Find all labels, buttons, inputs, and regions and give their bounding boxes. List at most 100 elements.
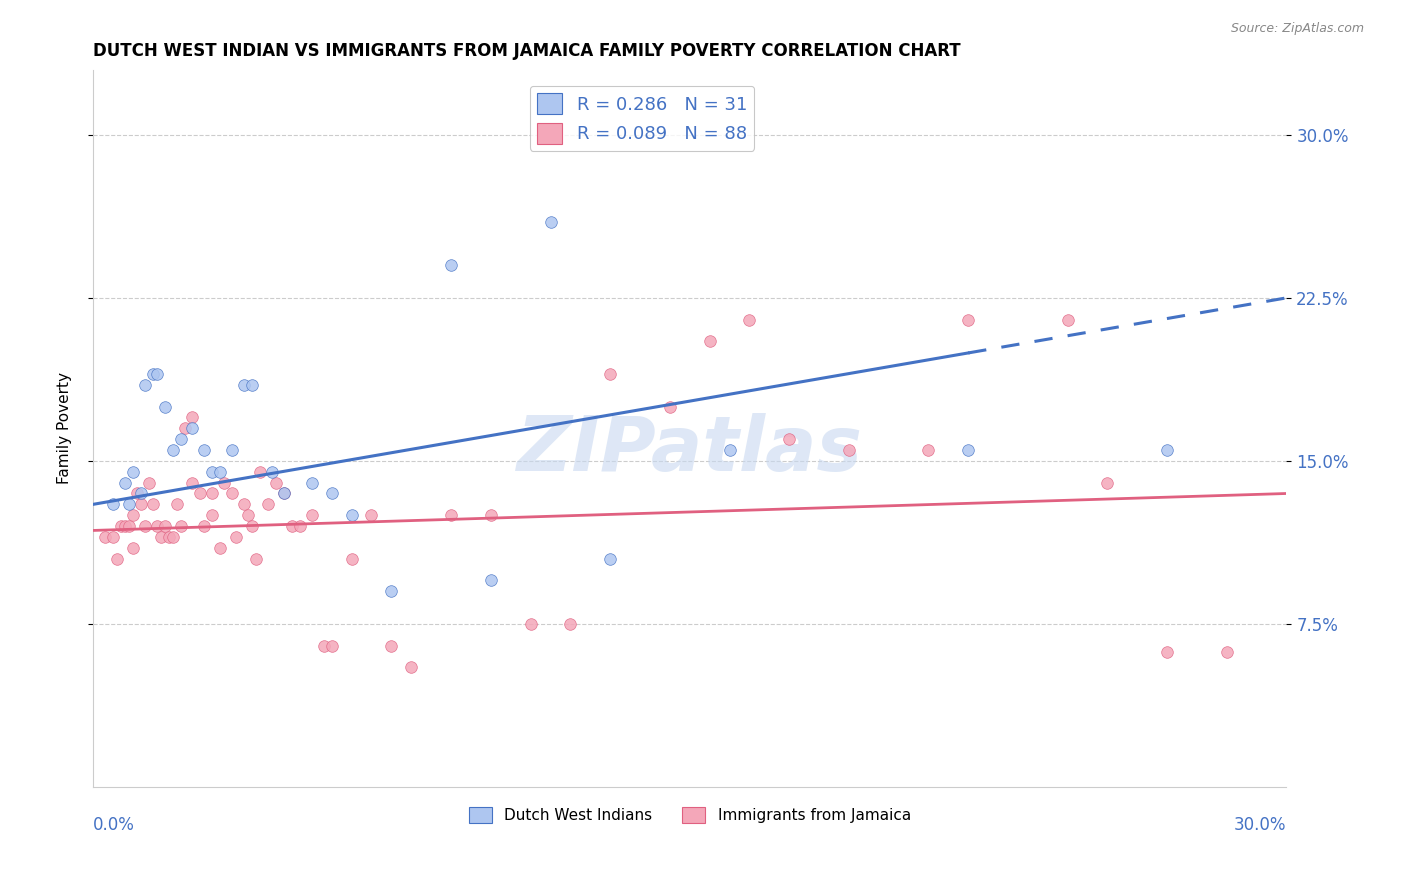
Text: DUTCH WEST INDIAN VS IMMIGRANTS FROM JAMAICA FAMILY POVERTY CORRELATION CHART: DUTCH WEST INDIAN VS IMMIGRANTS FROM JAM… (93, 42, 960, 60)
Point (201, 486, 224, 500)
Point (145, 367, 167, 381)
Point (1156, 645, 1178, 659)
Point (658, 400, 681, 414)
Point (181, 410, 204, 425)
Point (169, 432, 191, 446)
Text: Source: ZipAtlas.com: Source: ZipAtlas.com (1230, 22, 1364, 36)
Point (917, 443, 939, 458)
Point (94, 530, 117, 544)
Text: ZIPatlas: ZIPatlas (517, 413, 863, 487)
Point (214, 475, 236, 490)
Point (245, 551, 267, 566)
Point (540, 215, 562, 229)
Point (519, 616, 541, 631)
Point (181, 421, 204, 435)
Point (238, 508, 260, 523)
Point (260, 465, 283, 479)
Point (121, 508, 143, 523)
Point (281, 519, 304, 533)
Point (145, 519, 167, 533)
Point (264, 475, 287, 490)
Point (360, 508, 382, 523)
Point (118, 519, 141, 533)
Point (190, 486, 212, 500)
Point (738, 312, 761, 326)
Point (838, 443, 860, 458)
Point (273, 486, 295, 500)
Point (718, 443, 741, 458)
Point (225, 530, 247, 544)
Point (221, 486, 243, 500)
Point (479, 508, 502, 523)
Point (169, 519, 191, 533)
Point (257, 497, 280, 511)
Point (233, 377, 256, 392)
Point (340, 551, 363, 566)
Point (142, 497, 165, 511)
Point (153, 519, 176, 533)
Point (321, 486, 343, 500)
Point (129, 497, 152, 511)
Point (101, 497, 124, 511)
Point (157, 530, 180, 544)
Point (134, 519, 156, 533)
Point (193, 443, 215, 458)
Point (249, 465, 271, 479)
Point (479, 574, 502, 588)
Point (125, 486, 148, 500)
Point (142, 367, 165, 381)
Point (340, 508, 363, 523)
Point (380, 639, 402, 653)
Point (118, 497, 141, 511)
Point (321, 639, 343, 653)
Point (121, 541, 143, 555)
Point (1216, 645, 1239, 659)
Point (101, 530, 124, 544)
Point (181, 475, 204, 490)
Point (957, 443, 980, 458)
Point (240, 519, 263, 533)
Point (193, 519, 215, 533)
Point (440, 258, 463, 272)
Point (173, 421, 195, 435)
Text: 0.0%: 0.0% (93, 815, 135, 834)
Point (599, 367, 621, 381)
Point (121, 465, 143, 479)
Point (1056, 312, 1078, 326)
Point (1156, 443, 1178, 458)
Legend: Dutch West Indians, Immigrants from Jamaica: Dutch West Indians, Immigrants from Jama… (463, 801, 917, 830)
Text: 30.0%: 30.0% (1234, 815, 1286, 834)
Point (699, 334, 721, 349)
Point (201, 465, 224, 479)
Point (440, 508, 463, 523)
Point (201, 508, 224, 523)
Point (1097, 475, 1119, 490)
Point (134, 377, 156, 392)
Point (401, 660, 423, 674)
Point (288, 519, 311, 533)
Point (560, 616, 582, 631)
Point (209, 541, 232, 555)
Point (105, 551, 128, 566)
Point (778, 432, 800, 446)
Point (162, 443, 184, 458)
Point (273, 486, 295, 500)
Point (240, 377, 263, 392)
Point (233, 497, 256, 511)
Point (114, 519, 136, 533)
Point (599, 551, 621, 566)
Point (301, 475, 323, 490)
Point (129, 486, 152, 500)
Point (149, 530, 172, 544)
Point (166, 497, 188, 511)
Point (162, 530, 184, 544)
Point (110, 519, 132, 533)
Point (380, 584, 402, 599)
Point (138, 475, 160, 490)
Point (153, 400, 176, 414)
Point (312, 639, 335, 653)
Point (301, 508, 323, 523)
Point (114, 475, 136, 490)
Point (957, 312, 980, 326)
Y-axis label: Family Poverty: Family Poverty (58, 372, 72, 484)
